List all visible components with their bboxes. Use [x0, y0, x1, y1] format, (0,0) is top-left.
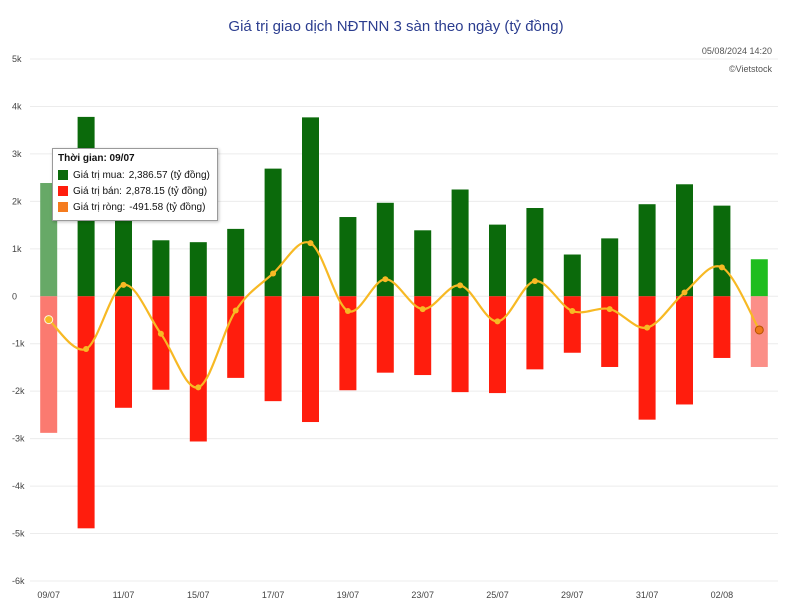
- net-point: [344, 307, 351, 314]
- x-tick-label: 31/07: [636, 590, 659, 600]
- net-point: [382, 276, 389, 283]
- net-point: [644, 324, 651, 331]
- buy-bar: [115, 210, 132, 297]
- buy-bar: [676, 184, 693, 297]
- tooltip-value-sell: 2,878.15 (tỷ đồng): [125, 185, 208, 197]
- buy-bar: [451, 189, 469, 297]
- y-tick-label: 1k: [12, 244, 22, 254]
- buy-bar: [750, 259, 768, 297]
- buy-bar: [526, 208, 544, 297]
- sell-bar: [676, 296, 693, 405]
- sell-bar: [339, 296, 357, 391]
- sell-bar: [601, 296, 619, 367]
- y-tick-label: 0: [12, 291, 17, 301]
- net-point: [606, 306, 613, 313]
- net-point: [232, 307, 239, 314]
- tooltip-row-buy: Giá trị mua: 2,386.57 (tỷ đồng): [58, 167, 212, 183]
- tooltip-row-sell: Giá trị bán: 2,878.15 (tỷ đồng): [58, 183, 212, 199]
- buy-bar: [189, 242, 207, 297]
- sell-bar: [115, 296, 132, 408]
- tooltip-value-net: -491.58 (tỷ đồng): [129, 201, 206, 213]
- y-tick-label: -2k: [12, 386, 25, 396]
- sell-bar: [40, 296, 58, 433]
- buy-bar: [264, 168, 282, 297]
- timestamp: 05/08/2024 14:20: [701, 46, 772, 56]
- buy-bar: [638, 204, 656, 297]
- sell-bar: [264, 296, 282, 402]
- net-point: [195, 384, 202, 391]
- tooltip-label-buy: Giá trị mua:: [73, 169, 125, 181]
- net-point: [494, 318, 501, 325]
- x-tick-label: 19/07: [337, 590, 360, 600]
- net-point: [457, 282, 464, 289]
- tooltip-swatch-sell: [58, 186, 68, 196]
- tooltip-header: Thời gian: 09/07: [58, 153, 135, 164]
- sell-bar: [376, 296, 394, 373]
- y-tick-label: -1k: [12, 339, 25, 349]
- sell-bar: [713, 296, 731, 358]
- tooltip-swatch-buy: [58, 170, 68, 180]
- sell-bar: [414, 296, 432, 376]
- sell-bar: [302, 296, 319, 423]
- net-point: [419, 306, 426, 313]
- sell-bar: [526, 296, 544, 370]
- x-tick-label: 25/07: [486, 590, 509, 600]
- x-tick-label: 11/07: [113, 590, 135, 600]
- sell-bar: [152, 296, 170, 390]
- net-point: [83, 345, 90, 352]
- buy-bar: [227, 228, 245, 297]
- x-tick-label: 02/08: [711, 590, 734, 600]
- x-tick-label: 17/07: [262, 590, 285, 600]
- tooltip-label-sell: Giá trị bán:: [73, 185, 122, 197]
- sell-bar: [638, 296, 656, 420]
- sell-bar: [189, 296, 207, 442]
- buy-bar: [563, 254, 581, 297]
- net-point: [569, 307, 576, 314]
- buy-bar: [489, 224, 506, 297]
- net-point: [157, 330, 164, 337]
- chart-title: Giá trị giao dịch NĐTNN 3 sàn theo ngày …: [228, 18, 564, 35]
- y-tick-label: 4k: [12, 101, 22, 111]
- tooltip-value-buy: 2,386.57 (tỷ đồng): [128, 169, 210, 181]
- x-tick-label: 09/07: [37, 590, 60, 600]
- net-point: [120, 281, 127, 288]
- buy-bar: [376, 202, 394, 297]
- tooltip-swatch-net: [58, 202, 68, 212]
- sell-bar: [563, 296, 581, 353]
- net-point: [44, 315, 54, 325]
- y-tick-label: -3k: [12, 434, 25, 444]
- net-point: [754, 325, 764, 335]
- tooltip: Thời gian: 09/07 Giá trị mua: 2,386.57 (…: [52, 148, 218, 221]
- x-tick-label: 29/07: [561, 590, 584, 600]
- buy-bar: [152, 240, 170, 297]
- y-tick-label: 3k: [12, 149, 22, 159]
- tooltip-row-net: Giá trị ròng: -491.58 (tỷ đồng): [58, 199, 212, 215]
- y-tick-label: 5k: [12, 54, 22, 64]
- net-point: [270, 270, 277, 277]
- buy-bar: [302, 117, 319, 297]
- y-tick-label: -4k: [12, 481, 25, 491]
- y-tick-label: -5k: [12, 529, 25, 539]
- sell-bar: [489, 296, 506, 394]
- net-point: [307, 240, 314, 247]
- source-label: ©Vietstock: [729, 64, 772, 74]
- y-tick-label: -6k: [12, 576, 25, 586]
- x-tick-label: 15/07: [187, 590, 210, 600]
- buy-bar: [414, 230, 432, 297]
- buy-bar: [713, 205, 731, 297]
- sell-bar: [77, 296, 95, 529]
- net-point: [681, 289, 688, 296]
- sell-bar: [451, 296, 469, 393]
- buy-bar: [601, 238, 619, 297]
- net-point: [531, 278, 538, 285]
- net-point: [718, 264, 725, 271]
- tooltip-label-net: Giá trị ròng:: [73, 201, 126, 213]
- buy-bar: [339, 217, 357, 297]
- x-tick-label: 23/07: [411, 590, 434, 600]
- y-tick-label: 2k: [12, 196, 22, 206]
